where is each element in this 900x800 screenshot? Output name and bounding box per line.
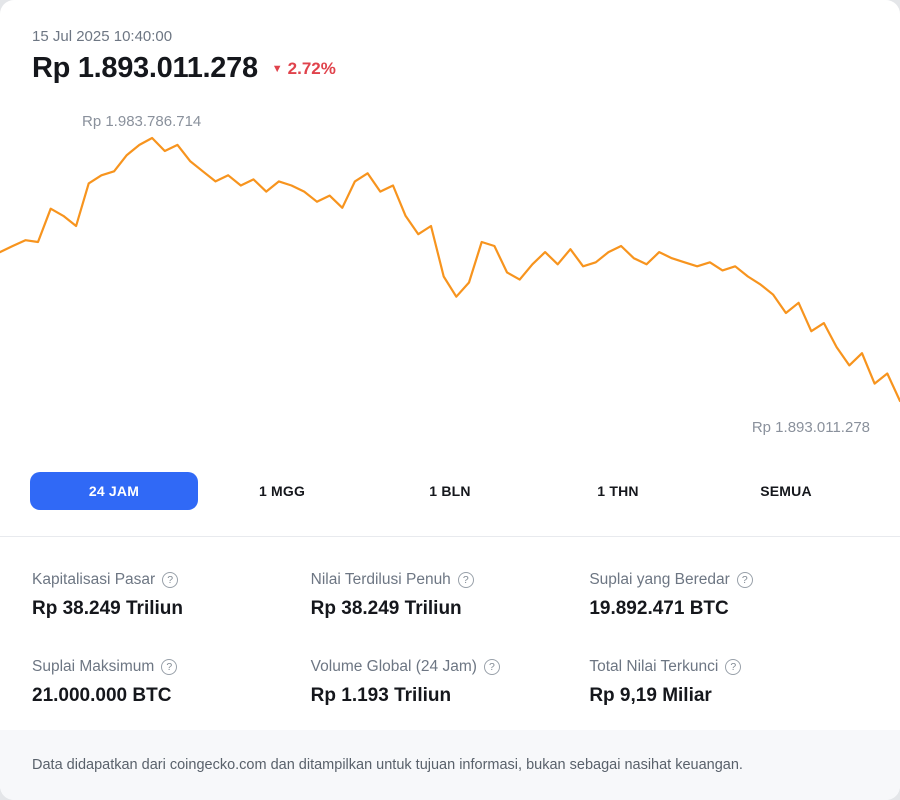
chart-low-label: Rp 1.893.011.278 — [751, 419, 870, 436]
price-header: 15 Jul 2025 10:40:00 Rp 1.893.011.278 ▼ … — [0, 0, 900, 85]
stat-label: Volume Global (24 Jam) — [310, 658, 477, 675]
price-change-badge: ▼ 2.72% — [272, 59, 336, 79]
disclaimer-text: Data didapatkan dari coingecko.com dan d… — [32, 757, 743, 773]
range-button-1thn[interactable]: 1 THN — [534, 472, 702, 510]
stat-circulating-supply: Suplai yang Beredar ? 19.892.471 BTC — [589, 571, 868, 620]
help-icon[interactable]: ? — [162, 572, 179, 588]
help-icon[interactable]: ? — [725, 659, 742, 675]
stat-fully-diluted-valuation: Nilai Terdilusi Penuh ? Rp 38.249 Triliu… — [311, 571, 590, 620]
price-chart[interactable]: Rp 1.983.786.714 Rp 1.893.011.278 — [0, 93, 900, 458]
stat-value: Rp 38.249 Triliun — [310, 598, 462, 619]
help-icon[interactable]: ? — [457, 572, 474, 588]
stat-global-volume-24h: Volume Global (24 Jam) ? Rp 1.193 Triliu… — [311, 658, 590, 707]
down-triangle-icon: ▼ — [271, 63, 283, 75]
current-price: Rp 1.893.011.278 — [32, 52, 258, 84]
range-button-1mgg[interactable]: 1 MGG — [198, 472, 366, 510]
stat-max-supply: Suplai Maksimum ? 21.000.000 BTC — [32, 658, 311, 707]
price-change-percent: 2.72% — [287, 58, 336, 78]
price-line — [0, 136, 900, 403]
stats-grid: Kapitalisasi Pasar ? Rp 38.249 Triliun N… — [0, 537, 900, 707]
help-icon[interactable]: ? — [161, 659, 178, 675]
range-button-24jam[interactable]: 24 JAM — [30, 472, 198, 510]
price-timestamp: 15 Jul 2025 10:40:00 — [32, 28, 173, 45]
stat-value: 21.000.000 BTC — [32, 685, 172, 706]
price-chart-svg — [0, 136, 900, 403]
time-range-selector: 24 JAM 1 MGG 1 BLN 1 THN SEMUA — [0, 472, 900, 510]
help-icon[interactable]: ? — [483, 659, 500, 675]
stat-label: Suplai Maksimum — [32, 658, 155, 675]
stat-total-value-locked: Total Nilai Terkunci ? Rp 9,19 Miliar — [589, 658, 868, 707]
stat-label: Suplai yang Beredar — [589, 571, 730, 588]
section-divider — [0, 536, 900, 537]
price-row: Rp 1.893.011.278 ▼ 2.72% — [32, 52, 868, 85]
stat-value: Rp 1.193 Triliun — [310, 685, 452, 706]
chart-high-label: Rp 1.983.786.714 — [82, 113, 202, 130]
stat-value: Rp 38.249 Triliun — [32, 598, 183, 619]
stat-label: Nilai Terdilusi Penuh — [310, 571, 451, 588]
stat-market-cap: Kapitalisasi Pasar ? Rp 38.249 Triliun — [32, 571, 311, 620]
help-icon[interactable]: ? — [736, 572, 753, 588]
stat-value: 19.892.471 BTC — [589, 598, 729, 619]
stat-label: Total Nilai Terkunci — [589, 658, 719, 675]
disclaimer-footer: Data didapatkan dari coingecko.com dan d… — [0, 730, 900, 800]
range-button-semua[interactable]: SEMUA — [702, 472, 870, 510]
stat-value: Rp 9,19 Miliar — [589, 685, 712, 706]
range-button-1bln[interactable]: 1 BLN — [366, 472, 534, 510]
stat-label: Kapitalisasi Pasar — [32, 571, 156, 588]
